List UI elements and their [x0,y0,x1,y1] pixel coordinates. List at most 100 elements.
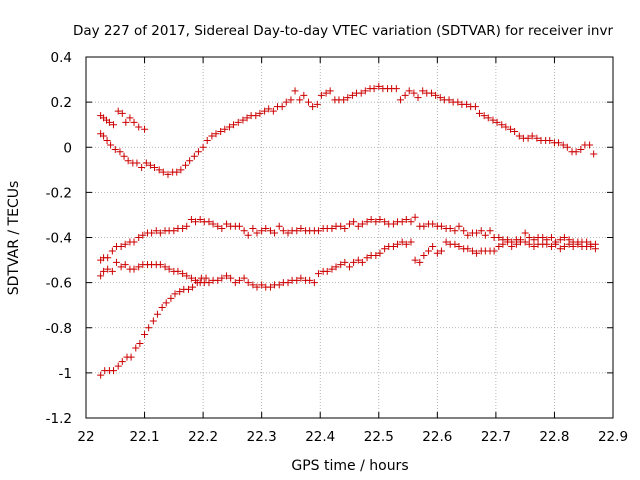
data-point [258,281,266,289]
data-point [148,229,156,237]
data-point [179,224,187,232]
data-point [524,134,532,142]
data-point [328,265,336,273]
data-point [249,281,257,289]
data-point [530,243,538,251]
data-point [249,224,257,232]
data-point [348,91,356,99]
data-point [151,164,159,172]
data-point [559,141,567,149]
data-point [530,236,538,244]
data-point [121,261,129,269]
data-point [451,227,459,235]
data-point [104,254,112,262]
data-point [317,91,325,99]
data-point [357,89,365,97]
data-point [358,220,366,228]
data-point [112,258,120,266]
data-point [446,224,454,232]
x-tick-label: 22.3 [247,429,277,445]
data-point [543,240,551,248]
data-point [326,87,334,95]
data-point [419,87,427,95]
data-point [186,157,194,165]
x-axis-label: GPS time / hours [291,458,408,474]
data-point [323,267,331,275]
data-point [118,109,126,117]
data-point [218,224,226,232]
data-point [332,263,340,271]
data-point [515,132,523,140]
data-point [363,254,371,262]
data-point [141,125,149,133]
data-point [244,279,252,287]
data-point [296,96,304,104]
data-point [104,265,112,273]
data-point [337,222,345,230]
data-point [107,141,115,149]
data-point [407,238,415,246]
data-point [103,136,111,144]
data-point [341,258,349,266]
data-point [136,340,144,348]
data-point [108,267,116,275]
data-point [511,127,519,135]
data-point [539,234,547,241]
data-point [552,240,560,248]
data-point [191,218,199,226]
data-point [425,247,433,255]
data-point [350,218,358,226]
data-point [105,118,113,126]
data-point [253,283,261,291]
data-point [354,256,362,264]
data-point [130,265,138,273]
data-point [548,234,556,241]
data-point [455,243,463,251]
data-point [525,234,533,241]
data-point [275,222,283,230]
data-point [258,227,266,235]
data-point [235,276,243,284]
data-point [167,294,175,302]
data-point [367,215,375,223]
data-point [239,116,247,124]
data-point [481,231,489,239]
data-point [130,118,138,126]
data-point [142,159,150,167]
data-point [114,362,122,370]
data-point [262,224,270,232]
y-tick-label: 0.2 [51,95,72,111]
data-point [493,118,501,126]
data-point [337,261,345,269]
data-point [376,249,384,257]
data-point [120,152,128,160]
data-point [590,150,598,158]
data-point [173,168,181,176]
data-point [468,247,476,255]
data-point [122,118,130,126]
data-point [486,227,494,235]
data-point [563,143,571,151]
data-points [97,82,599,379]
data-point [203,136,211,144]
data-point [171,290,179,298]
data-point [133,159,141,167]
data-point [126,114,134,122]
data-point [100,132,108,140]
data-point [402,215,410,223]
data-point [495,234,503,241]
data-point [340,96,348,104]
data-point [477,227,485,235]
data-point [451,240,459,248]
data-point [139,231,147,239]
data-point [256,109,264,117]
data-point [433,249,441,257]
data-point [528,132,536,140]
data-point [420,252,428,260]
y-tick-label: 0 [63,140,72,156]
data-point [243,114,251,122]
data-point [556,245,564,253]
data-point [427,89,435,97]
data-point [463,100,471,108]
data-point [358,258,366,266]
